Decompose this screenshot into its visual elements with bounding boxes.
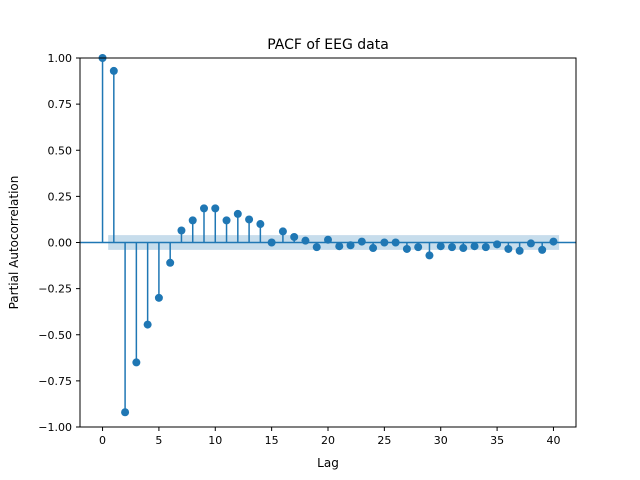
x-axis-label: Lag [317,456,339,470]
chart-title: PACF of EEG data [267,37,389,53]
stem-marker [109,66,118,75]
stem-marker [324,235,332,244]
stem-marker [470,242,479,251]
y-tick-label: 1.00 [48,52,73,65]
y-tick-label: 0.25 [48,190,73,203]
stem-marker [515,246,524,255]
stem-marker [166,258,175,267]
y-tick-label: −0.25 [38,283,72,296]
x-tick-label: 20 [321,434,335,447]
x-tick-label: 10 [208,434,222,447]
stem-marker [301,236,310,245]
stem-marker [121,408,130,417]
stem-marker [267,238,276,247]
stem-marker [380,238,389,247]
stem-marker [245,215,254,224]
x-tick-label: 30 [434,434,448,447]
stem-marker [290,232,299,241]
stem-marker [222,216,231,225]
stem-marker [526,239,535,248]
stem-marker [481,243,490,252]
x-tick-label: 0 [99,434,106,447]
y-tick-label: 0.75 [48,98,73,111]
x-tick-label: 40 [546,434,560,447]
stem-marker [448,243,456,252]
y-axis-label: Partial Autocorrelation [7,176,21,310]
stem-marker [278,227,287,236]
stem-marker [459,244,468,253]
stem-marker [493,240,502,249]
stem-marker [143,320,152,329]
stem-marker [369,244,378,253]
stem-marker [549,237,558,246]
x-tick-label: 5 [155,434,162,447]
y-tick-label: −1.00 [38,421,72,434]
stem-marker [436,242,445,251]
stem-marker [154,293,163,302]
stem-marker [504,244,513,253]
stem-marker [357,237,366,246]
stem-marker [177,226,186,235]
stem-marker [211,204,220,213]
stem-marker [391,238,400,247]
x-tick-label: 35 [490,434,504,447]
stem-marker [346,241,355,250]
stem-marker [425,251,434,260]
stem-marker [414,243,423,252]
y-tick-label: −0.75 [38,375,72,388]
y-tick-label: −0.50 [38,329,72,342]
stem-marker [188,216,197,225]
stem-marker [402,244,411,253]
y-tick-label: 0.00 [48,237,73,250]
stem-marker [538,245,547,254]
stem-marker [312,243,321,252]
stem-marker [335,242,344,251]
stem-marker [200,204,208,213]
x-tick-label: 25 [377,434,391,447]
y-tick-label: 0.50 [48,144,73,157]
x-tick-label: 15 [265,434,279,447]
stem-marker [233,209,242,218]
stem-marker [132,358,141,367]
stem-marker [256,220,265,229]
